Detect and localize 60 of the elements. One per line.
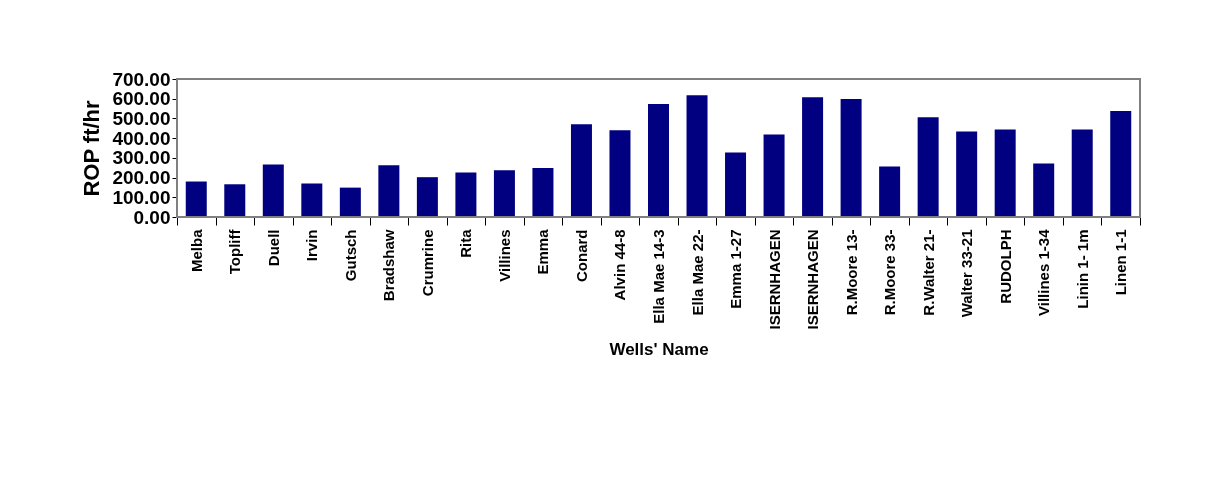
x-tick-label: ISERNHAGEN xyxy=(804,229,822,330)
x-tick-label: Villines 1-34 xyxy=(1035,228,1053,316)
x-tick-label: Rita xyxy=(457,228,475,258)
bar xyxy=(532,168,554,217)
bar xyxy=(994,129,1016,217)
bar xyxy=(956,131,978,217)
x-tick-label: Irvin xyxy=(303,229,321,262)
bar xyxy=(1110,110,1132,217)
x-tick-label: Walter 33-21 xyxy=(958,229,976,318)
bar xyxy=(1071,129,1093,217)
x-tick-label: R.Moore 33- xyxy=(881,229,899,316)
bar xyxy=(917,117,939,217)
y-axis-title: ROP ft/hr xyxy=(79,99,105,197)
y-tick-label: 300.00 xyxy=(112,147,171,169)
y-tick-label: 0.00 xyxy=(133,206,171,228)
x-tick-label: Ella Mae 14-3 xyxy=(650,229,667,324)
bar xyxy=(648,104,669,217)
bar xyxy=(802,97,824,217)
y-tick-label: 600.00 xyxy=(112,88,171,110)
x-tick-label: R.Walter 21- xyxy=(919,229,937,316)
bar xyxy=(455,172,477,217)
bar xyxy=(686,95,708,217)
bar xyxy=(378,165,400,217)
bar xyxy=(570,124,592,217)
x-tick-label: ISERNHAGEN xyxy=(765,229,783,330)
x-tick-label: Crumrine xyxy=(418,229,436,297)
x-tick-label: RUDOLPH xyxy=(996,229,1014,304)
x-tick-label: Villines xyxy=(495,229,513,282)
bar xyxy=(1033,163,1055,217)
bar xyxy=(493,170,515,217)
y-tick-label: 200.00 xyxy=(112,167,171,189)
x-tick-label: Linin 1- 1m xyxy=(1073,229,1091,309)
x-tick-label: R.Moore 13- xyxy=(842,229,860,316)
x-tick-label: Duell xyxy=(264,229,282,267)
x-tick-label: Conard xyxy=(572,229,590,282)
x-tick-label: Topliff xyxy=(226,228,244,275)
bar xyxy=(185,181,207,217)
x-tick-label: Gutsch xyxy=(341,229,359,282)
y-tick-label: 700.00 xyxy=(112,68,171,90)
y-tick-label: 500.00 xyxy=(112,107,171,129)
bar xyxy=(262,164,284,217)
y-tick-label: 100.00 xyxy=(112,186,171,208)
x-tick-label: Ella Mae 22- xyxy=(688,229,706,316)
bar xyxy=(840,99,862,217)
bar xyxy=(339,187,361,217)
x-axis-title: Wells' Name xyxy=(609,339,709,359)
x-tick-label: Alvin 44-8 xyxy=(611,229,629,301)
bar xyxy=(301,183,323,217)
bar xyxy=(609,130,631,217)
bar xyxy=(879,166,901,217)
x-tick-label: Emma 1-27 xyxy=(727,229,745,309)
x-tick-label: Bradshaw xyxy=(380,229,398,302)
bar xyxy=(763,134,785,217)
bar xyxy=(725,152,747,217)
x-tick-label: Emma xyxy=(534,228,552,275)
y-tick-label: 400.00 xyxy=(112,127,171,149)
x-tick-label: Melba xyxy=(187,228,205,273)
bar xyxy=(416,177,438,217)
bar xyxy=(224,184,246,217)
x-tick-label: Linen 1-1 xyxy=(1112,229,1130,296)
